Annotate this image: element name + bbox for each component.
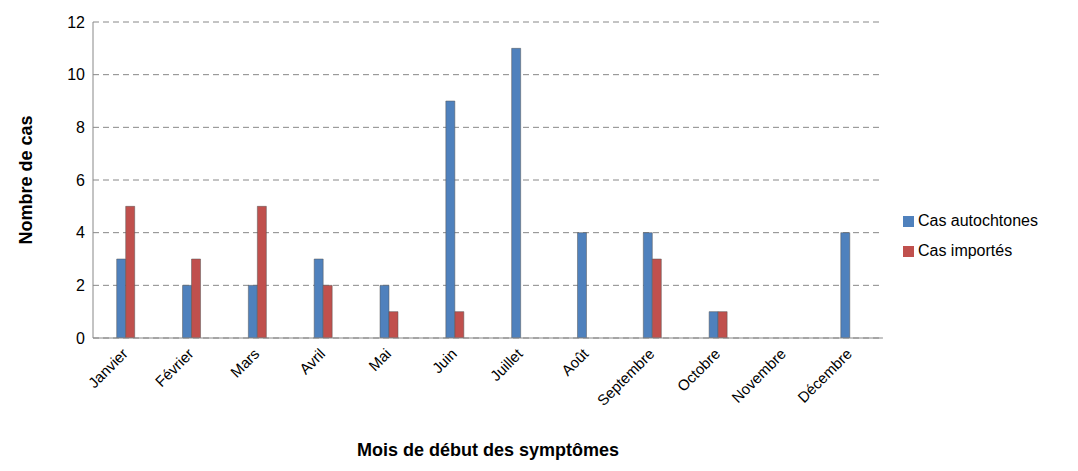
svg-text:Nombre de cas: Nombre de cas xyxy=(16,115,36,244)
html-text:Cas importés: Cas importés xyxy=(917,241,1013,259)
svg-text:12: 12 xyxy=(67,14,85,31)
svg-text:0: 0 xyxy=(76,330,85,347)
svg-text:Novembre: Novembre xyxy=(728,345,789,406)
svg-text:Septembre: Septembre xyxy=(594,345,658,409)
svg-text:8: 8 xyxy=(76,119,85,136)
svg-text:Janvier: Janvier xyxy=(85,345,131,391)
html-text:Cas autochtones: Cas autochtones xyxy=(917,211,1038,229)
svg-text:Février: Février xyxy=(152,345,197,390)
svg-text:6: 6 xyxy=(76,172,85,189)
svg-text:Juillet: Juillet xyxy=(487,344,527,384)
svg-text:4: 4 xyxy=(76,224,85,241)
svg-text:Avril: Avril xyxy=(296,345,328,377)
svg-text:Mois de début des symptômes: Mois de début des symptômes xyxy=(357,440,619,460)
svg-text:Décembre: Décembre xyxy=(794,345,855,406)
svg-text:Mai: Mai xyxy=(365,345,394,374)
svg-text:Août: Août xyxy=(558,344,592,378)
svg-text:Mars: Mars xyxy=(227,345,263,381)
svg-text:10: 10 xyxy=(67,66,85,83)
svg-text:2: 2 xyxy=(76,277,85,294)
svg-text:Juin: Juin xyxy=(429,345,460,376)
svg-text:Octobre: Octobre xyxy=(674,345,724,395)
